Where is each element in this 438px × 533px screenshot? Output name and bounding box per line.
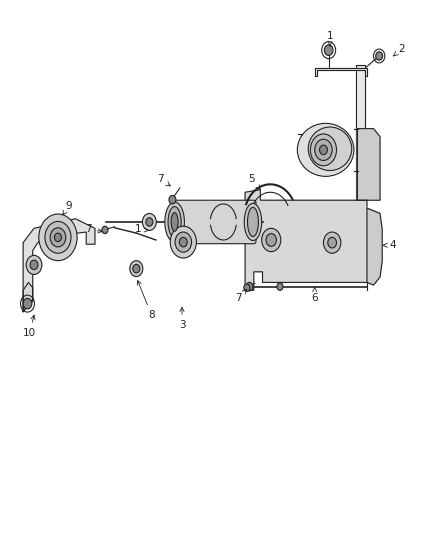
Ellipse shape xyxy=(308,127,352,171)
Text: 6: 6 xyxy=(311,287,318,303)
Circle shape xyxy=(26,255,42,274)
Circle shape xyxy=(133,264,140,273)
Circle shape xyxy=(130,261,143,277)
Circle shape xyxy=(376,52,383,60)
Text: 2: 2 xyxy=(393,44,405,56)
Circle shape xyxy=(175,232,191,252)
Polygon shape xyxy=(315,68,367,76)
Text: 10: 10 xyxy=(23,315,36,338)
Circle shape xyxy=(244,284,250,292)
Polygon shape xyxy=(23,282,33,312)
Polygon shape xyxy=(245,190,380,290)
Ellipse shape xyxy=(244,204,261,240)
Ellipse shape xyxy=(247,207,258,237)
Circle shape xyxy=(146,217,153,226)
Circle shape xyxy=(277,283,283,290)
Ellipse shape xyxy=(320,145,327,155)
Circle shape xyxy=(102,226,108,233)
Ellipse shape xyxy=(171,213,178,231)
Ellipse shape xyxy=(168,207,181,237)
Text: 9: 9 xyxy=(63,200,72,215)
Circle shape xyxy=(266,233,276,246)
Circle shape xyxy=(142,214,156,230)
Circle shape xyxy=(39,214,77,261)
Circle shape xyxy=(23,298,32,309)
Circle shape xyxy=(261,228,281,252)
Text: 8: 8 xyxy=(137,280,155,320)
Circle shape xyxy=(54,233,61,241)
Ellipse shape xyxy=(315,139,332,160)
Text: 4: 4 xyxy=(383,240,396,251)
Circle shape xyxy=(328,237,336,248)
Polygon shape xyxy=(367,208,382,285)
Ellipse shape xyxy=(311,134,336,166)
Ellipse shape xyxy=(297,123,354,176)
Circle shape xyxy=(170,226,196,258)
Text: 7: 7 xyxy=(235,289,247,303)
Circle shape xyxy=(50,228,66,247)
Text: 7: 7 xyxy=(157,174,170,186)
Polygon shape xyxy=(357,128,380,200)
Circle shape xyxy=(180,237,187,247)
Ellipse shape xyxy=(165,202,184,242)
Polygon shape xyxy=(23,219,95,312)
Circle shape xyxy=(45,221,71,253)
Text: 7: 7 xyxy=(85,224,102,235)
Text: 1: 1 xyxy=(327,31,333,46)
Polygon shape xyxy=(356,65,365,200)
FancyBboxPatch shape xyxy=(171,200,256,244)
Circle shape xyxy=(30,260,38,270)
Circle shape xyxy=(169,196,176,204)
Circle shape xyxy=(324,45,333,55)
Circle shape xyxy=(246,282,253,291)
Text: 5: 5 xyxy=(248,174,260,189)
Text: 1: 1 xyxy=(135,224,148,235)
Circle shape xyxy=(323,232,341,253)
Text: 3: 3 xyxy=(179,308,185,330)
